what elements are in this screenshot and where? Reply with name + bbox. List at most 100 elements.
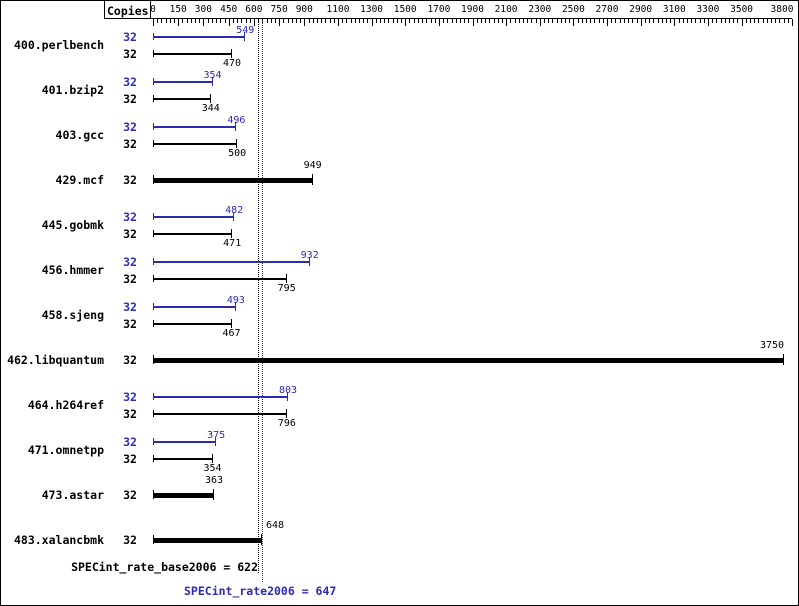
axis-minor-tick: [670, 19, 672, 23]
bar-end-cap: [235, 122, 237, 131]
single-bar: [153, 178, 313, 183]
axis-minor-tick: [737, 19, 739, 23]
axis-major-tick: [792, 19, 793, 26]
axis-minor-tick: [653, 19, 655, 23]
axis-major-tick: [674, 19, 676, 26]
axis-minor-tick: [649, 19, 651, 23]
bar-end-cap: [287, 392, 288, 401]
bar-end-cap: [261, 534, 262, 545]
benchmark-label: 400.perlbench: [13, 38, 104, 52]
axis-minor-tick: [628, 19, 629, 23]
axis-tick-label: 1300: [360, 4, 384, 15]
axis-minor-tick: [476, 19, 478, 23]
axis-minor-tick: [779, 19, 781, 23]
bar-value-label: 496: [227, 115, 246, 126]
bar-start-cap: [153, 140, 154, 147]
axis-tick-label: 3300: [696, 4, 720, 15]
axis-minor-tick: [522, 19, 524, 23]
axis-minor-tick: [186, 19, 188, 23]
axis-minor-tick: [665, 19, 667, 23]
peak-bar: [153, 306, 236, 308]
benchmark-label: 464.h264ref: [27, 398, 104, 412]
axis-minor-tick: [157, 19, 159, 23]
bar-value-label: 795: [277, 283, 296, 294]
axis-minor-tick: [691, 19, 693, 23]
axis-minor-tick: [249, 19, 251, 23]
axis-minor-tick: [321, 19, 323, 23]
axis-minor-tick: [174, 19, 175, 23]
axis-minor-tick: [661, 19, 663, 23]
axis-minor-tick: [384, 19, 386, 23]
copies-value: 32: [123, 317, 137, 331]
axis-minor-tick: [716, 19, 718, 23]
axis-minor-tick: [354, 19, 356, 23]
axis-tick-label: 2700: [595, 4, 619, 15]
axis-tick-label: 1700: [427, 4, 451, 15]
bar-start-cap: [153, 258, 154, 265]
axis-minor-tick: [312, 19, 314, 23]
axis-major-tick: [371, 19, 373, 26]
axis-major-tick: [506, 19, 508, 26]
axis-minor-tick: [602, 19, 604, 23]
axis-major-tick: [573, 19, 575, 26]
axis-minor-tick: [468, 19, 470, 23]
axis-minor-tick: [274, 19, 276, 23]
bar-start-cap: [153, 303, 154, 310]
bar-end-cap: [211, 77, 213, 86]
copies-value: 32: [123, 227, 137, 241]
axis-minor-tick: [342, 19, 344, 23]
bar-start-cap: [153, 393, 154, 400]
axis-minor-tick: [569, 19, 571, 23]
axis-major-tick: [253, 19, 255, 26]
peak-bar: [153, 126, 237, 128]
axis-minor-tick: [636, 19, 638, 23]
axis-tick-label: 2100: [494, 4, 518, 15]
axis-minor-tick: [346, 19, 348, 23]
base-bar: [153, 278, 287, 280]
bar-value-label: 354: [203, 463, 222, 474]
bar-end-cap: [234, 302, 236, 311]
bar-start-cap: [153, 123, 154, 130]
axis-minor-tick: [359, 19, 360, 23]
axis-major-tick: [228, 19, 230, 26]
axis-minor-tick: [443, 19, 445, 23]
copies-value: 32: [123, 75, 137, 89]
base-bar: [153, 323, 232, 325]
axis-minor-tick: [317, 19, 318, 23]
axis-minor-tick: [195, 19, 196, 23]
bar-start-cap: [153, 490, 154, 499]
axis-minor-tick: [380, 19, 381, 23]
bar-start-cap: [153, 50, 154, 57]
axis-minor-tick: [392, 19, 394, 23]
axis-minor-tick: [514, 19, 516, 23]
axis-minor-tick: [750, 19, 751, 23]
axis-minor-tick: [552, 19, 554, 23]
benchmark-label: 456.hmmer: [41, 263, 104, 277]
bar-start-cap: [153, 230, 154, 237]
axis-minor-tick: [237, 19, 239, 23]
copies-value: 32: [123, 47, 137, 61]
bar-start-cap: [153, 78, 154, 85]
axis-minor-tick: [720, 19, 722, 23]
axis-minor-tick: [783, 19, 785, 23]
axis-minor-tick: [678, 19, 680, 23]
axis-tick-label: 3100: [662, 4, 686, 15]
axis-minor-tick: [417, 19, 419, 23]
copies-value: 32: [123, 272, 137, 286]
axis-minor-tick: [211, 19, 213, 23]
copies-value: 32: [123, 390, 137, 404]
axis-tick-label: 2500: [561, 4, 585, 15]
axis-minor-tick: [350, 19, 352, 23]
axis-minor-tick: [527, 19, 529, 23]
peak-bar: [153, 261, 310, 263]
bar-value-label: 549: [236, 25, 255, 36]
peak-bar: [153, 36, 246, 38]
axis-minor-tick: [745, 19, 747, 23]
single-bar: [153, 538, 262, 543]
axis-minor-tick: [518, 19, 520, 23]
axis-tick-label: 0: [150, 4, 156, 15]
axis-minor-tick: [295, 19, 297, 23]
bar-start-cap: [153, 213, 154, 220]
axis-minor-tick: [224, 19, 226, 23]
